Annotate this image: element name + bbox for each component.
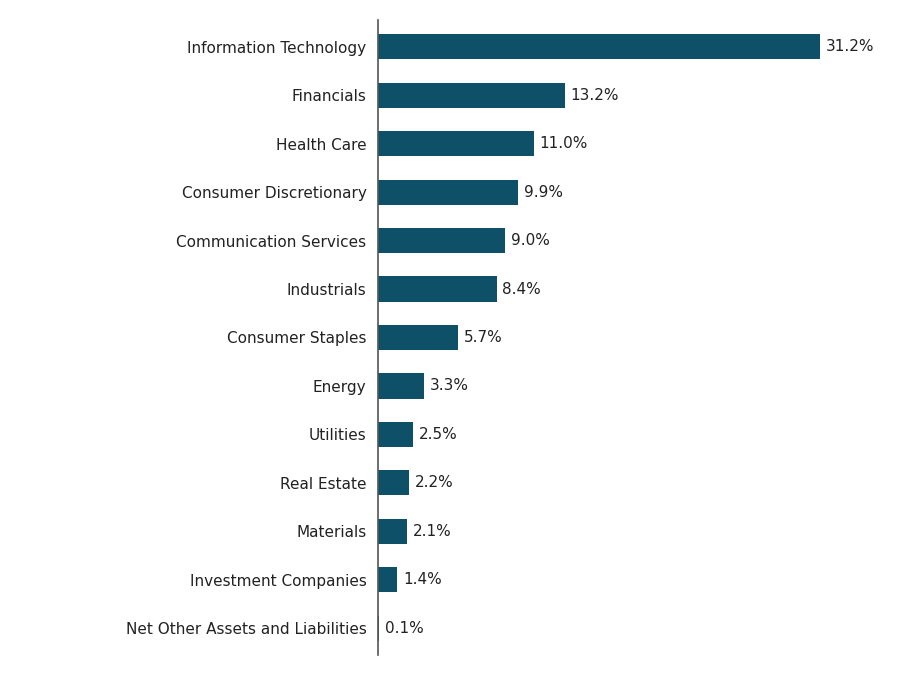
Bar bbox=[378, 616, 379, 641]
Bar bbox=[378, 277, 497, 302]
Bar bbox=[378, 325, 459, 350]
Text: 13.2%: 13.2% bbox=[571, 88, 619, 103]
Text: 2.2%: 2.2% bbox=[414, 475, 453, 490]
Bar bbox=[378, 180, 518, 205]
Text: 8.4%: 8.4% bbox=[502, 281, 541, 296]
Text: 3.3%: 3.3% bbox=[430, 379, 469, 394]
Bar bbox=[378, 422, 413, 447]
Text: 31.2%: 31.2% bbox=[825, 39, 874, 55]
Bar bbox=[378, 567, 398, 592]
Text: 11.0%: 11.0% bbox=[540, 136, 588, 151]
Text: 5.7%: 5.7% bbox=[464, 330, 503, 345]
Text: 2.1%: 2.1% bbox=[413, 524, 452, 539]
Text: 0.1%: 0.1% bbox=[385, 620, 423, 636]
Text: 1.4%: 1.4% bbox=[403, 572, 442, 587]
Text: 9.0%: 9.0% bbox=[511, 233, 550, 248]
Bar bbox=[378, 373, 424, 398]
Bar bbox=[378, 83, 565, 108]
Bar bbox=[378, 228, 505, 253]
Bar bbox=[378, 518, 408, 544]
Bar bbox=[378, 34, 820, 59]
Text: 9.9%: 9.9% bbox=[523, 185, 562, 200]
Bar bbox=[378, 470, 409, 495]
Bar bbox=[378, 131, 533, 157]
Text: 2.5%: 2.5% bbox=[419, 427, 458, 442]
